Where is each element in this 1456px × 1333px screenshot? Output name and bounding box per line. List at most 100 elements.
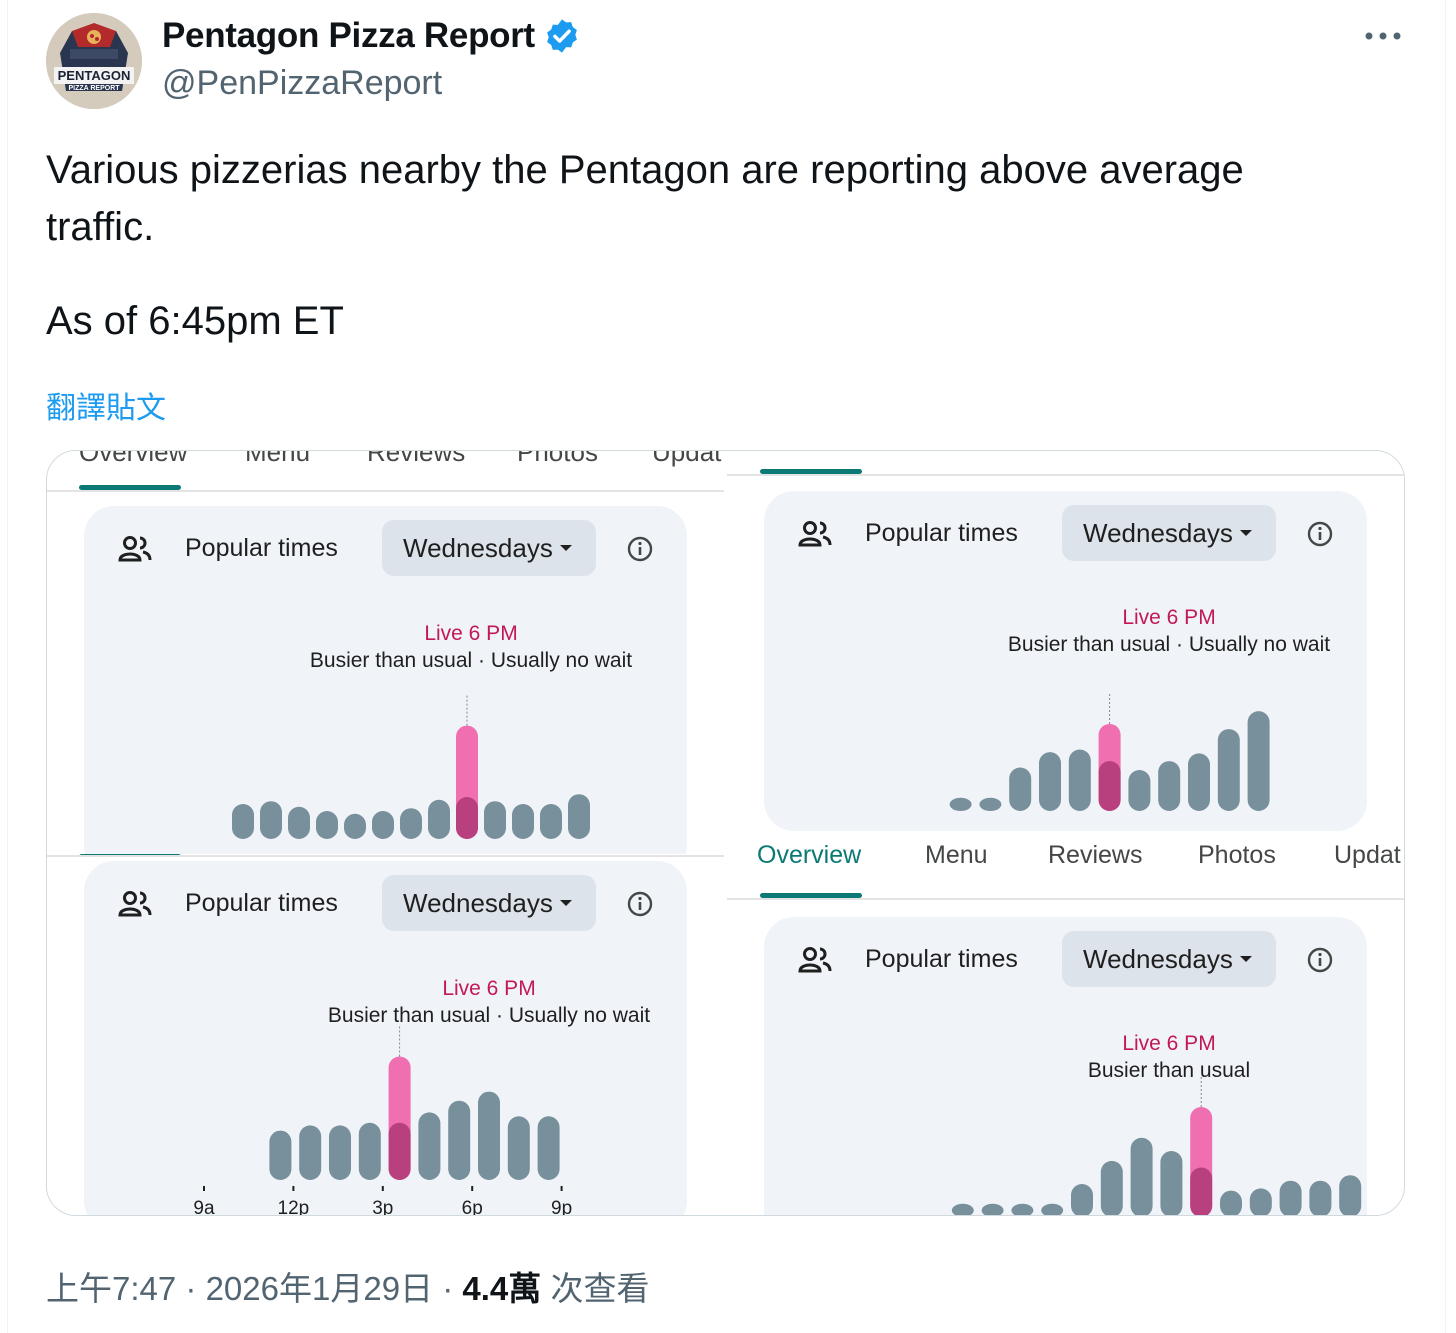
day-selector-value: Wednesdays — [1083, 944, 1233, 974]
popular-times-card-1: Popular times Wednesdays Live 6 PM Busie… — [84, 506, 687, 854]
usual-bar — [344, 813, 366, 839]
display-name[interactable]: Pentagon Pizza Report — [162, 16, 535, 55]
post-date[interactable]: 2026年1月29日 — [205, 1270, 434, 1307]
day-selector-value: Wednesdays — [403, 888, 553, 918]
author-name-row[interactable]: Pentagon Pizza Report — [162, 14, 581, 58]
usual-bar — [949, 797, 972, 811]
usual-bar — [1011, 1203, 1034, 1215]
live-status: Busier than usual · Usually no wait — [1007, 633, 1331, 656]
translate-post-link[interactable]: 翻譯貼文 — [46, 392, 166, 425]
avatar[interactable]: PENTAGON PIZZA REPORT — [46, 13, 142, 109]
tab-reviews[interactable]: Reviews — [1048, 841, 1143, 869]
tab-divider — [727, 898, 1404, 900]
live-usual-bar — [1098, 761, 1121, 811]
people-icon — [798, 947, 832, 973]
usual-bar — [316, 811, 338, 839]
media-panel-1: Overview Menu Reviews Photos Updat Popul… — [47, 451, 724, 854]
active-tab-indicator — [79, 854, 181, 855]
dropdown-caret-icon — [1240, 530, 1252, 536]
tab-overview[interactable]: Overview — [757, 841, 862, 869]
usual-bar — [1160, 1151, 1183, 1215]
view-count-label: 次查看 — [550, 1270, 650, 1307]
meta-separator: · — [442, 1270, 463, 1307]
dropdown-caret-icon — [1240, 956, 1252, 962]
avatar-logo-text: PENTAGON — [58, 68, 131, 83]
active-tab-indicator — [760, 893, 862, 898]
usual-bar — [981, 1203, 1004, 1215]
usual-bar — [1220, 1190, 1242, 1215]
usual-bar — [358, 1122, 381, 1180]
post-time[interactable]: 上午7:47 — [46, 1270, 177, 1307]
usual-bar — [568, 794, 590, 839]
live-label: Live 6 PM — [442, 977, 536, 1000]
popular-times-chart — [951, 1077, 1362, 1215]
usual-bar — [232, 804, 254, 839]
info-icon[interactable] — [1306, 520, 1334, 548]
author-handle[interactable]: @PenPizzaReport — [162, 64, 443, 102]
live-label: Live 6 PM — [424, 622, 518, 645]
tab-updates[interactable]: Updat — [1334, 841, 1401, 869]
axis-tick-label: 12p — [278, 1198, 310, 1215]
usual-bar — [512, 804, 534, 839]
usual-bar — [1128, 770, 1151, 811]
more-options-icon[interactable] — [1362, 22, 1404, 50]
day-selector[interactable]: Wednesdays — [1062, 505, 1276, 561]
live-status: Busier than usual · Usually no wait — [327, 1004, 651, 1027]
clipped-tab-menu: Menu — [245, 451, 311, 467]
usual-bar — [329, 1125, 351, 1180]
usual-bar — [260, 801, 282, 839]
day-selector[interactable]: Wednesdays — [382, 875, 596, 931]
tab-divider — [47, 855, 724, 857]
dropdown-caret-icon — [560, 545, 572, 551]
media-panel-2: Popular times Wednesdays Live 6 PM Busie… — [727, 451, 1404, 831]
usual-bar — [1279, 1180, 1302, 1215]
popular-times-card-4: Popular times Wednesdays Live 6 PM Busie… — [764, 917, 1367, 1215]
usual-bar — [400, 808, 422, 839]
usual-bar — [1100, 1160, 1123, 1215]
clipped-tab-strip: Overview Menu Reviews Photos Updat — [47, 451, 724, 493]
people-icon — [118, 536, 152, 562]
axis-tick-label: 9a — [193, 1198, 215, 1215]
tab-photos[interactable]: Photos — [1198, 841, 1276, 869]
usual-bar — [537, 1116, 560, 1180]
tweet-text-line-2: traffic. — [46, 205, 155, 249]
popular-times-label: Popular times — [865, 519, 1018, 547]
usual-bar — [1339, 1175, 1362, 1215]
usual-bar — [418, 1112, 441, 1180]
info-icon[interactable] — [626, 535, 654, 563]
verified-badge-icon[interactable] — [543, 17, 581, 55]
info-icon[interactable] — [1306, 946, 1334, 974]
view-count: 4.4萬 — [462, 1270, 542, 1307]
dropdown-caret-icon — [560, 900, 572, 906]
usual-bar — [540, 804, 562, 839]
usual-bar — [1217, 729, 1240, 811]
popular-times-chart — [949, 693, 1270, 811]
usual-bar — [484, 801, 506, 839]
day-selector[interactable]: Wednesdays — [1062, 931, 1276, 987]
axis-tick-label: 9p — [551, 1198, 572, 1215]
people-icon — [118, 891, 152, 917]
usual-bar — [1039, 752, 1061, 811]
live-usual-bar — [388, 1122, 411, 1180]
popular-times-chart — [232, 695, 590, 839]
tweet-text: Various pizzerias nearby the Pentagon ar… — [46, 142, 1406, 350]
live-label: Live 6 PM — [1122, 1032, 1216, 1055]
day-selector[interactable]: Wednesdays — [382, 520, 596, 576]
tab-menu[interactable]: Menu — [925, 841, 988, 869]
usual-bar — [1249, 1188, 1272, 1215]
info-icon[interactable] — [626, 890, 654, 918]
tweet-meta: 上午7:47 · 2026年1月29日 · 4.4萬 次查看 — [46, 1262, 649, 1310]
usual-bar — [288, 806, 310, 839]
live-status: Busier than usual — [1087, 1059, 1251, 1082]
usual-bar — [1247, 711, 1270, 811]
axis-tick-label: 3p — [372, 1198, 393, 1215]
tweet-media[interactable]: Overview Menu Reviews Photos Updat Popul… — [46, 450, 1405, 1216]
media-panel-3: Popular times Wednesdays Live 6 PM Busie… — [47, 854, 724, 1215]
clipped-tab-overview: Overview — [79, 451, 188, 467]
usual-bar — [979, 797, 1002, 811]
usual-bar — [1071, 1184, 1093, 1215]
popular-times-label: Popular times — [185, 889, 338, 917]
usual-bar — [299, 1125, 322, 1180]
axis-tick-label: 6p — [462, 1198, 483, 1215]
usual-bar — [428, 799, 450, 839]
